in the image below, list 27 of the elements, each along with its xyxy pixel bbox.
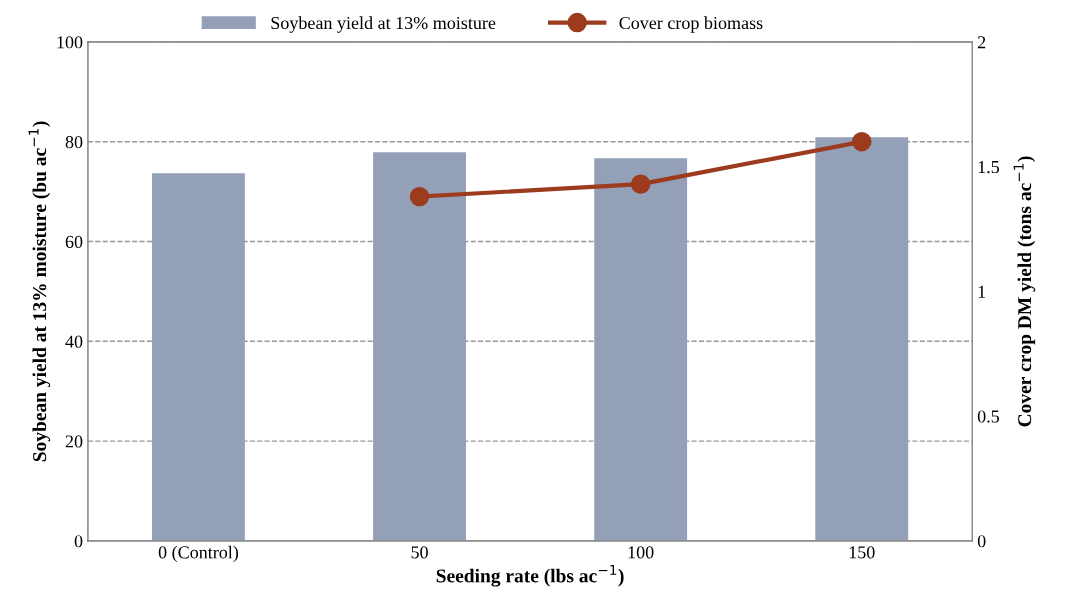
x-tick-label: 50 [411,546,428,559]
y2-tick-label: 1 [978,285,986,298]
y-axis-title: Soybean yield at 13% moisture (bu ac$^{−1}$) [28,121,51,462]
point [852,132,872,152]
y-tick-label: 20 [65,435,83,448]
y-tick-label: 100 [57,36,83,49]
legend-label: Cover crop biomass [619,16,763,33]
y2-tick-label: 0.5 [977,410,1000,423]
x-axis-title: Seeding rate (lbs ac$^{−1}$) [436,564,624,587]
bar [815,137,909,541]
y-tick-label: 40 [65,335,83,348]
point [630,174,651,194]
x-tick-label: 150 [849,546,875,559]
y2-axis-title: Cover crop DM yield (tons ac$^{−1}$) [1013,156,1036,427]
bar [152,173,245,541]
x-tick-label: 0 (Control) [158,545,239,563]
y-tick-label: 80 [65,135,83,149]
bar [373,152,466,541]
bar [594,158,688,541]
y-tick-label: 60 [65,235,83,248]
y2-tick-label: 0 [977,535,986,548]
y-tick-label: 0 [74,535,83,548]
y2-tick-label: 2 [977,36,986,49]
y2-tick-label: 1.5 [978,161,1000,174]
legend-label: Soybean yield at 13% moisture [271,16,496,33]
x-tick-label: 100 [628,546,654,559]
point [409,186,430,207]
